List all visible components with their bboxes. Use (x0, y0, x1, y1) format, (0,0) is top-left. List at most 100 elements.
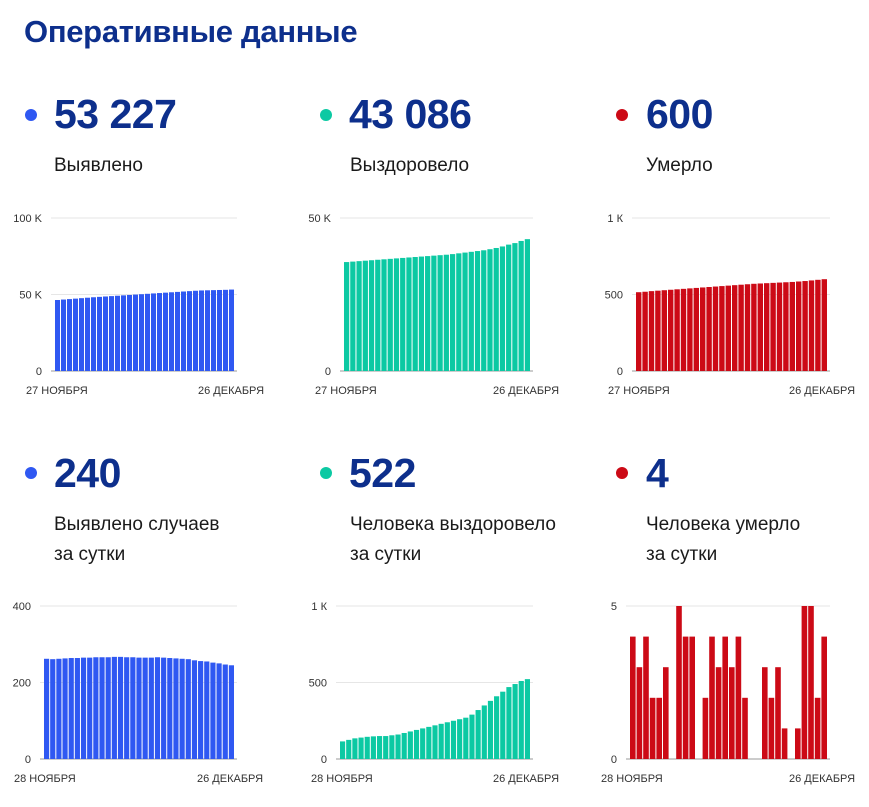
y-tick-label: 5 (611, 601, 617, 613)
y-tick-label: 1 К (311, 601, 327, 613)
page-title: Оперативные данные (24, 14, 358, 49)
x-tick-label-start: 27 НОЯБРЯ (26, 385, 88, 397)
bar (222, 664, 228, 759)
bar (425, 256, 431, 371)
bar (389, 735, 395, 759)
bar (468, 251, 474, 371)
bar (109, 296, 114, 371)
stat-label-died-daily: Человека умерло за сутки (646, 514, 801, 565)
bar (661, 290, 667, 371)
bar (105, 657, 111, 759)
x-tick-label-start: 28 НОЯБРЯ (311, 773, 373, 785)
bar (648, 291, 655, 371)
bar (432, 725, 438, 759)
bar (383, 736, 389, 759)
bar (655, 290, 661, 371)
x-tick-label-end: 26 ДЕКАБРЯ (197, 773, 263, 785)
bar (706, 287, 712, 371)
bar (663, 667, 669, 759)
bar (463, 717, 469, 759)
bar (709, 636, 715, 759)
bar (111, 656, 117, 759)
bar (173, 658, 179, 759)
bar (801, 606, 808, 759)
bar (481, 705, 487, 759)
bar (775, 667, 781, 759)
stat-value-died-daily: 4 (646, 450, 669, 496)
bar (719, 286, 725, 371)
bar (376, 736, 383, 759)
stat-value-recovered-daily: 522 (349, 450, 416, 496)
bar (401, 732, 407, 759)
bar (157, 293, 162, 371)
teal-dot-icon (320, 467, 332, 479)
bar (185, 659, 191, 759)
bar (412, 257, 418, 371)
bar (179, 658, 185, 759)
bar (393, 258, 400, 371)
y-tick-label: 400 (13, 601, 31, 613)
bar (387, 258, 393, 371)
bar (757, 283, 763, 371)
bar (450, 720, 457, 759)
bar (44, 658, 50, 759)
y-tick-label: 50 K (308, 213, 331, 225)
x-tick-label-end: 26 ДЕКАБРЯ (493, 385, 559, 397)
bar (676, 606, 682, 759)
bar (712, 286, 719, 371)
y-tick-label: 0 (25, 754, 31, 766)
bar (205, 290, 210, 371)
bar (368, 260, 375, 371)
bar (223, 289, 228, 371)
bar (630, 636, 636, 759)
bar (493, 247, 499, 371)
stat-value-detected-daily: 240 (54, 450, 121, 496)
bar (776, 282, 783, 371)
bar (142, 657, 148, 759)
stat-value-detected: 53 227 (54, 91, 177, 137)
bar (117, 656, 124, 759)
bar (136, 657, 142, 759)
bar (781, 728, 788, 759)
bar (151, 293, 156, 371)
stat-label-detected: Выявлено (54, 155, 143, 176)
x-tick-label-end: 26 ДЕКАБРЯ (493, 773, 559, 785)
bar (808, 280, 815, 371)
blue-dot-icon (25, 467, 37, 479)
bar (375, 259, 381, 371)
bar (636, 667, 643, 759)
bar (127, 294, 132, 371)
y-tick-label: 200 (13, 678, 31, 690)
bar (163, 292, 168, 371)
bar (500, 691, 506, 759)
bar (668, 289, 674, 371)
x-tick-label-start: 27 НОЯБРЯ (315, 385, 377, 397)
bar (636, 292, 642, 371)
bar (400, 257, 406, 371)
y-tick-label: 1 К (607, 213, 623, 225)
bar (689, 636, 695, 759)
bar (642, 291, 648, 371)
bar (821, 636, 827, 759)
bar (462, 252, 468, 371)
y-tick-label: 500 (605, 290, 623, 302)
bar (449, 254, 456, 371)
red-dot-icon (616, 467, 628, 479)
bar (204, 661, 210, 759)
bar (444, 722, 450, 759)
bar (443, 254, 449, 371)
bar (91, 297, 96, 371)
bar (350, 261, 356, 371)
bar (715, 667, 722, 759)
bar (130, 657, 136, 759)
y-tick-label: 50 K (19, 290, 42, 302)
bar (395, 734, 401, 759)
bar (469, 714, 475, 759)
bar (93, 657, 99, 759)
bar (474, 251, 481, 371)
bar (700, 287, 706, 371)
